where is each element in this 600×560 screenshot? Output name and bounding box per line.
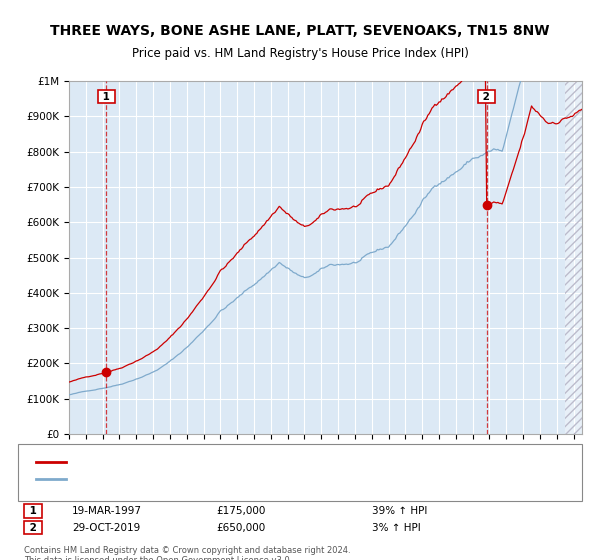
Text: 2: 2 (26, 522, 40, 533)
Text: 29-OCT-2019: 29-OCT-2019 (72, 522, 140, 533)
Text: Contains HM Land Registry data © Crown copyright and database right 2024.
This d: Contains HM Land Registry data © Crown c… (24, 546, 350, 560)
Text: 19-MAR-1997: 19-MAR-1997 (72, 506, 142, 516)
Text: Price paid vs. HM Land Registry's House Price Index (HPI): Price paid vs. HM Land Registry's House … (131, 46, 469, 60)
Text: THREE WAYS, BONE ASHE LANE, PLATT, SEVENOAKS, TN15 8NW: THREE WAYS, BONE ASHE LANE, PLATT, SEVEN… (50, 24, 550, 38)
Text: 39% ↑ HPI: 39% ↑ HPI (372, 506, 427, 516)
Bar (565, 81, 582, 434)
Text: £175,000: £175,000 (216, 506, 265, 516)
Text: 3% ↑ HPI: 3% ↑ HPI (372, 522, 421, 533)
Text: THREE WAYS, BONE ASHE LANE, PLATT, SEVENOAKS, TN15 8NW (detached house): THREE WAYS, BONE ASHE LANE, PLATT, SEVEN… (69, 457, 472, 467)
Text: 1: 1 (99, 92, 113, 102)
Text: 1: 1 (26, 506, 40, 516)
Bar (565, 81, 582, 434)
Text: £650,000: £650,000 (216, 522, 265, 533)
Text: 2: 2 (479, 92, 494, 102)
Text: HPI: Average price, detached house, Tonbridge and Malling: HPI: Average price, detached house, Tonb… (69, 474, 357, 484)
